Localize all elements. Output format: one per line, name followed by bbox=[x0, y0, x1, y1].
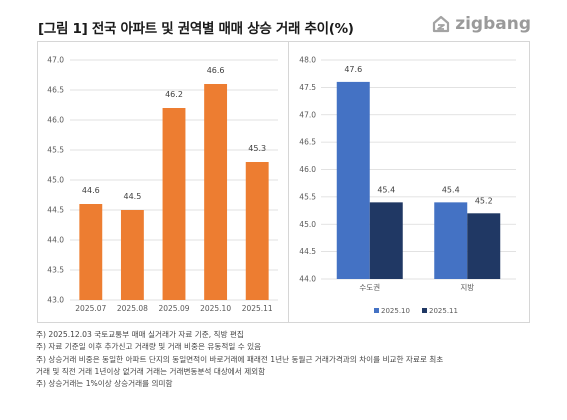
brand-logo: zigbang bbox=[431, 14, 531, 34]
footnote-line: 주) 상승거래 비중은 동일한 아파트 단지의 동일면적이 바로거래에 패래전 … bbox=[36, 354, 444, 364]
footnote-line: 주) 상승거래는 1%이상 상승거래를 의미함 bbox=[36, 379, 173, 389]
frame-divider bbox=[288, 41, 289, 323]
bar-2025.07 bbox=[79, 204, 103, 300]
footnotes: 주) 2025.12.03 국토교통부 매매 실거래가 자료 기준, 직방 편집… bbox=[36, 329, 536, 390]
figure-title: [그림 1] 전국 아파트 및 권역별 매매 상승 거래 추이(%) bbox=[38, 21, 354, 37]
x-tick-label: 2025.09 bbox=[158, 304, 189, 313]
x-tick-label: 2025.11 bbox=[242, 304, 273, 313]
y-tick-label: 44.5 bbox=[47, 206, 64, 215]
bar-2025.09 bbox=[162, 108, 186, 300]
data-label: 44.6 bbox=[82, 186, 100, 195]
data-label: 44.5 bbox=[123, 192, 141, 201]
x-tick-label: 2025.07 bbox=[75, 304, 106, 313]
y-tick-label: 47.0 bbox=[47, 56, 64, 65]
brand-name: zigbang bbox=[455, 14, 531, 34]
data-label: 45.3 bbox=[248, 144, 266, 153]
bar-2025.08 bbox=[120, 210, 144, 300]
y-tick-label: 43.0 bbox=[47, 296, 64, 305]
y-tick-label: 44.0 bbox=[47, 236, 64, 245]
x-tick-label: 2025.08 bbox=[117, 304, 148, 313]
y-tick-label: 46.0 bbox=[47, 116, 64, 125]
y-tick-label: 43.5 bbox=[47, 266, 64, 275]
y-tick-label: 45.0 bbox=[47, 176, 64, 185]
bar-2025.10 bbox=[204, 84, 228, 300]
data-label: 46.6 bbox=[207, 66, 225, 75]
house-icon bbox=[433, 15, 450, 33]
footnote-line: 거래 및 직전 거래 1년이상 없거래 거래는 거래변동분석 대상에서 제외함 bbox=[36, 366, 266, 376]
y-tick-label: 45.5 bbox=[47, 146, 64, 155]
bar-2025.11 bbox=[245, 162, 269, 300]
y-tick-label: 46.5 bbox=[47, 86, 64, 95]
footnote-line: 주) 자료 기준일 이후 추가신고 거래량 및 거래 비중은 유동적일 수 있음 bbox=[36, 342, 262, 352]
data-label: 46.2 bbox=[165, 90, 183, 99]
x-tick-label: 2025.10 bbox=[200, 304, 231, 313]
footnote-line: 주) 2025.12.03 국토교통부 매매 실거래가 자료 기준, 직방 편집 bbox=[36, 330, 244, 339]
